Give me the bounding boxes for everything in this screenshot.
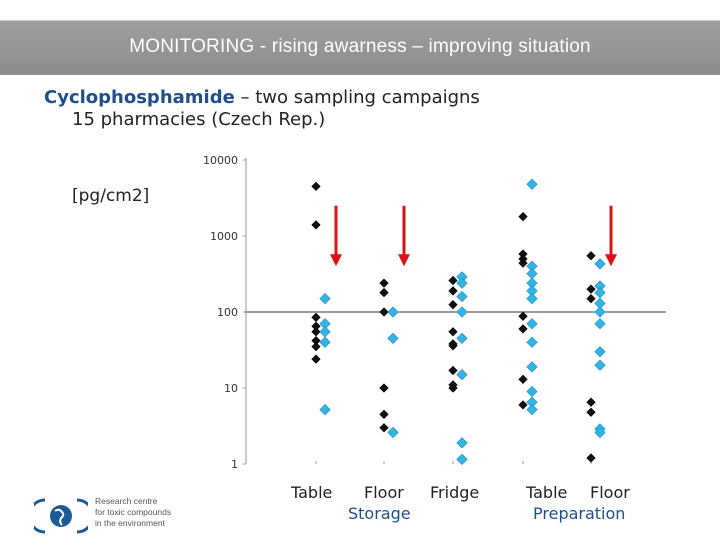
data-point-campaign-1 [379, 287, 389, 298]
data-point-campaign-2 [387, 332, 399, 344]
data-point-campaign-2 [456, 437, 468, 449]
data-point-campaign-1 [518, 258, 528, 268]
slide-title: MONITORING - rising awarness – improving… [129, 36, 591, 57]
data-point-campaign-1 [586, 397, 596, 407]
data-point-campaign-2 [526, 318, 538, 330]
data-point-campaign-2 [526, 403, 538, 416]
data-point-campaign-2 [594, 258, 606, 270]
scatter-chart: 10000 1000 100 10 1 [188, 138, 670, 468]
data-point-campaign-1 [379, 383, 389, 393]
institute-line-1: Research centre [95, 496, 158, 506]
data-point-campaign-2 [456, 306, 468, 318]
data-point-campaign-2 [456, 368, 468, 381]
slide-heading: Cyclophosphamide – two sampling campaign… [44, 87, 480, 108]
data-point-campaign-1 [379, 278, 389, 288]
globe-continent [54, 508, 65, 526]
heading-rest: – two sampling campaigns [234, 87, 480, 108]
data-point-campaign-1 [448, 286, 458, 296]
unit-label: [pg/cm2] [72, 186, 150, 206]
data-point-campaign-1 [448, 341, 458, 351]
data-point-campaign-1 [518, 324, 528, 334]
category-label-prep-floor: Floor [590, 483, 630, 502]
data-point-campaign-1 [448, 275, 458, 286]
data-point-campaign-1 [379, 409, 389, 419]
category-label-floor: Floor [364, 483, 404, 502]
data-point-campaign-1 [586, 293, 596, 304]
data-point-campaign-2 [594, 346, 606, 358]
data-point-campaign-2 [526, 178, 538, 190]
category-label-preparation: Preparation [533, 504, 626, 523]
logo-right-bracket [76, 498, 88, 534]
institute-logo [34, 498, 88, 534]
data-point-campaign-1 [311, 181, 321, 191]
data-point-campaign-1 [586, 251, 596, 261]
data-point-campaign-1 [518, 311, 528, 321]
data-point-campaign-2 [526, 361, 538, 373]
data-point-campaign-2 [387, 426, 399, 439]
logo-left-bracket [34, 498, 46, 534]
data-point-campaign-2 [387, 306, 399, 318]
y-tick-label: 1 [231, 458, 238, 468]
data-point-campaign-2 [456, 332, 468, 344]
data-point-campaign-2 [594, 318, 606, 330]
data-point-campaign-1 [586, 284, 596, 294]
slide-subheading: 15 pharmacies (Czech Rep.) [72, 109, 326, 130]
data-point-campaign-2 [319, 403, 331, 416]
y-tick-label: 10 [224, 382, 238, 395]
data-point-campaign-2 [526, 292, 538, 305]
y-tick-label: 100 [217, 306, 238, 319]
data-point-campaign-1 [448, 327, 458, 337]
data-point-campaign-1 [586, 407, 596, 417]
y-tick-label: 1000 [210, 230, 238, 243]
institute-line-2: for toxic compounds [95, 507, 172, 517]
data-point-campaign-1 [311, 354, 321, 364]
data-point-campaign-2 [456, 290, 468, 303]
data-point-campaign-2 [594, 359, 606, 371]
data-point-campaign-1 [311, 327, 321, 337]
data-point-campaign-1 [448, 365, 458, 376]
institute-name: Research centre for toxic compounds in t… [95, 496, 171, 529]
data-point-campaign-2 [456, 453, 468, 466]
data-point-campaign-2 [319, 336, 331, 348]
category-label-fridge: Fridge [430, 483, 480, 502]
data-point-campaign-1 [311, 342, 321, 352]
red-arrow-head [398, 254, 410, 267]
data-point-campaign-1 [518, 374, 528, 384]
red-arrow-head [605, 254, 617, 267]
top-margin [0, 0, 720, 20]
red-arrow-head [330, 254, 342, 267]
category-label-table: Table [291, 483, 333, 502]
data-point-campaign-1 [379, 307, 389, 317]
institute-line-3: in the environment [95, 518, 165, 528]
category-label-storage: Storage [348, 504, 411, 523]
data-point-campaign-1 [448, 300, 458, 310]
data-point-campaign-1 [448, 383, 458, 393]
data-point-campaign-2 [526, 336, 538, 348]
data-point-campaign-2 [594, 426, 606, 439]
data-point-campaign-2 [594, 306, 606, 318]
title-bar: MONITORING - rising awarness – improving… [0, 20, 720, 75]
data-point-campaign-1 [586, 453, 596, 463]
category-label-prep-table: Table [526, 483, 568, 502]
compound-name: Cyclophosphamide [44, 87, 235, 108]
data-point-campaign-1 [311, 312, 321, 322]
data-point-campaign-2 [456, 277, 468, 289]
data-point-campaign-1 [518, 211, 528, 222]
data-point-campaign-1 [379, 423, 389, 433]
y-tick-label: 10000 [203, 154, 238, 167]
data-point-campaign-1 [518, 400, 528, 410]
data-point-campaign-1 [311, 220, 321, 230]
data-point-campaign-2 [319, 292, 331, 305]
